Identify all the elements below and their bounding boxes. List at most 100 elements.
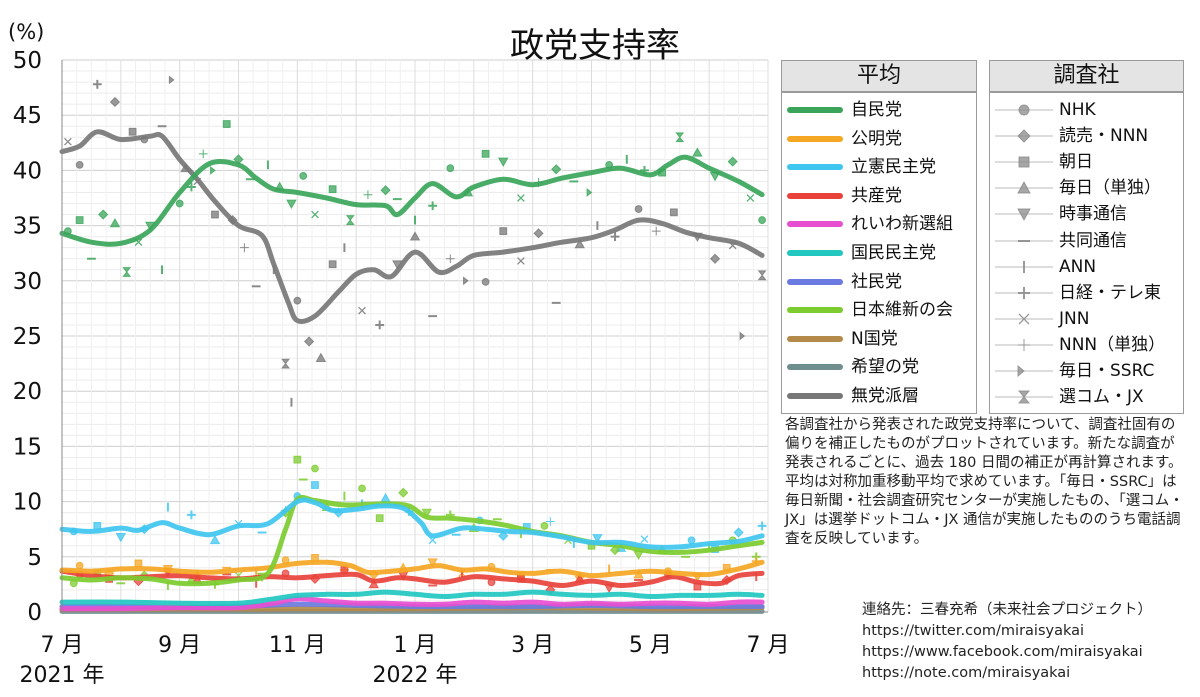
survey-point <box>315 352 327 362</box>
survey-point <box>1018 313 1030 325</box>
y-tick-label: 45 <box>13 103 42 129</box>
square-icon <box>995 156 1053 168</box>
diamond-icon <box>995 129 1053 143</box>
x-tick-label: 3 月 <box>511 633 554 658</box>
legend-label: 無党派層 <box>851 386 919 406</box>
survey-point <box>209 534 221 545</box>
legend-swatch <box>787 393 843 399</box>
contact-link-note[interactable]: https://note.com/miraisyakai <box>862 665 1071 681</box>
survey-point <box>675 132 685 143</box>
survey-point <box>358 484 366 493</box>
y-tick-label: 20 <box>13 379 42 405</box>
survey-point <box>281 358 290 369</box>
survey-point <box>293 455 302 464</box>
legend-label: JNN <box>1059 308 1090 329</box>
legend-label: 日経・テレ東 <box>1059 282 1161 303</box>
triangle-up-icon <box>995 181 1053 194</box>
survey-point <box>363 190 373 200</box>
x-tick-label: 7 月 <box>41 633 84 658</box>
vbar-icon <box>995 260 1053 273</box>
survey-point <box>692 147 703 157</box>
survey-point <box>368 578 380 589</box>
contact-block: 連絡先：三春充希（未来社会プロジェクト） https://twitter.com… <box>862 600 1152 684</box>
survey-point <box>609 545 621 556</box>
legend-surveys-frame <box>989 92 1184 414</box>
survey-point <box>115 533 127 543</box>
plus-icon <box>995 286 1053 299</box>
cross-icon <box>995 313 1053 325</box>
series-lines-layer <box>59 129 765 614</box>
legend-label: 共同通信 <box>1059 230 1127 251</box>
survey-point <box>739 331 746 341</box>
legend-label: N国党 <box>851 328 898 349</box>
legend-average-frame <box>781 92 977 414</box>
dash-icon <box>995 239 1053 242</box>
survey-point <box>311 481 319 489</box>
survey-point <box>75 216 84 224</box>
y-tick-label: 50 <box>13 48 42 74</box>
legend-label: 国民民主党 <box>851 243 936 263</box>
y-tick-label: 35 <box>13 214 42 240</box>
contact-link-twitter[interactable]: https://twitter.com/miraisyakai <box>862 623 1085 639</box>
survey-point <box>481 278 490 286</box>
survey-point <box>651 226 661 236</box>
survey-point <box>239 243 249 253</box>
y-tick-label: 30 <box>13 269 42 295</box>
bowtie-icon <box>995 364 1053 378</box>
legend-swatch <box>787 250 843 256</box>
legend-label: 時事通信 <box>1059 204 1127 225</box>
survey-point <box>687 536 696 545</box>
survey-point <box>1018 104 1030 116</box>
survey-point <box>328 185 337 194</box>
survey-point <box>757 270 767 281</box>
x-tick-label: 5 月 <box>629 633 672 658</box>
survey-point <box>345 215 355 225</box>
legend-swatch <box>787 135 843 142</box>
survey-point <box>1017 364 1025 378</box>
survey-point <box>497 157 509 167</box>
legend-label: 自民党 <box>851 100 902 120</box>
y-tick-label: 0 <box>27 600 42 626</box>
contact-link-facebook[interactable]: https://www.facebook.com/miraisyakai <box>862 644 1143 660</box>
survey-point <box>517 257 525 265</box>
legend-swatch <box>787 192 843 199</box>
survey-point <box>533 228 544 239</box>
legend-label: 朝日 <box>1059 152 1093 173</box>
survey-point <box>168 75 175 85</box>
survey-point <box>733 527 744 538</box>
y-tick-label: 15 <box>13 434 42 460</box>
legend-label: れいわ新選組 <box>851 214 953 235</box>
legend-label: 社民党 <box>851 271 902 292</box>
series-line <box>59 559 765 579</box>
series-line <box>59 154 765 247</box>
survey-point <box>64 137 72 146</box>
legend-average: 平均 自民党 公明党 立憲民主党 共産党 れいわ新選組 国民民主党 社民党 日本維新の会 N国党… <box>781 60 977 414</box>
hourglass-icon <box>995 390 1053 404</box>
survey-point <box>481 149 490 158</box>
legend-surveys: 調査社 NHK 読売・NNN 朝日 毎日（単独） 時事通信 共同通信 ANN 日経・テレ東 JN… <box>989 60 1184 414</box>
series-line <box>59 494 765 587</box>
survey-point <box>727 156 738 167</box>
survey-point <box>311 210 319 219</box>
x-tick-label: 9 月 <box>158 633 201 658</box>
survey-point <box>303 336 315 347</box>
survey-point <box>1017 390 1031 404</box>
legend-label: 日本維新の会 <box>851 300 953 321</box>
survey-point <box>669 208 678 217</box>
survey-point <box>122 267 132 277</box>
survey-point <box>299 172 308 180</box>
legend-swatch <box>787 221 843 228</box>
x-tick-label: 1 月 <box>394 633 437 658</box>
survey-point <box>545 517 555 526</box>
y-tick-label: 40 <box>13 158 42 184</box>
survey-point <box>198 149 208 159</box>
survey-point <box>421 508 433 519</box>
survey-point <box>358 306 366 315</box>
legend-surveys-header: 調査社 <box>989 60 1184 92</box>
legend-label: NHK <box>1059 100 1096 120</box>
methodology-note: 各調査社から発表された政党支持率について、調査社固有の偏りを補正したものがプロッ… <box>785 417 1184 547</box>
legend-swatch <box>787 364 843 371</box>
survey-point <box>1017 181 1031 194</box>
survey-point <box>210 165 216 175</box>
